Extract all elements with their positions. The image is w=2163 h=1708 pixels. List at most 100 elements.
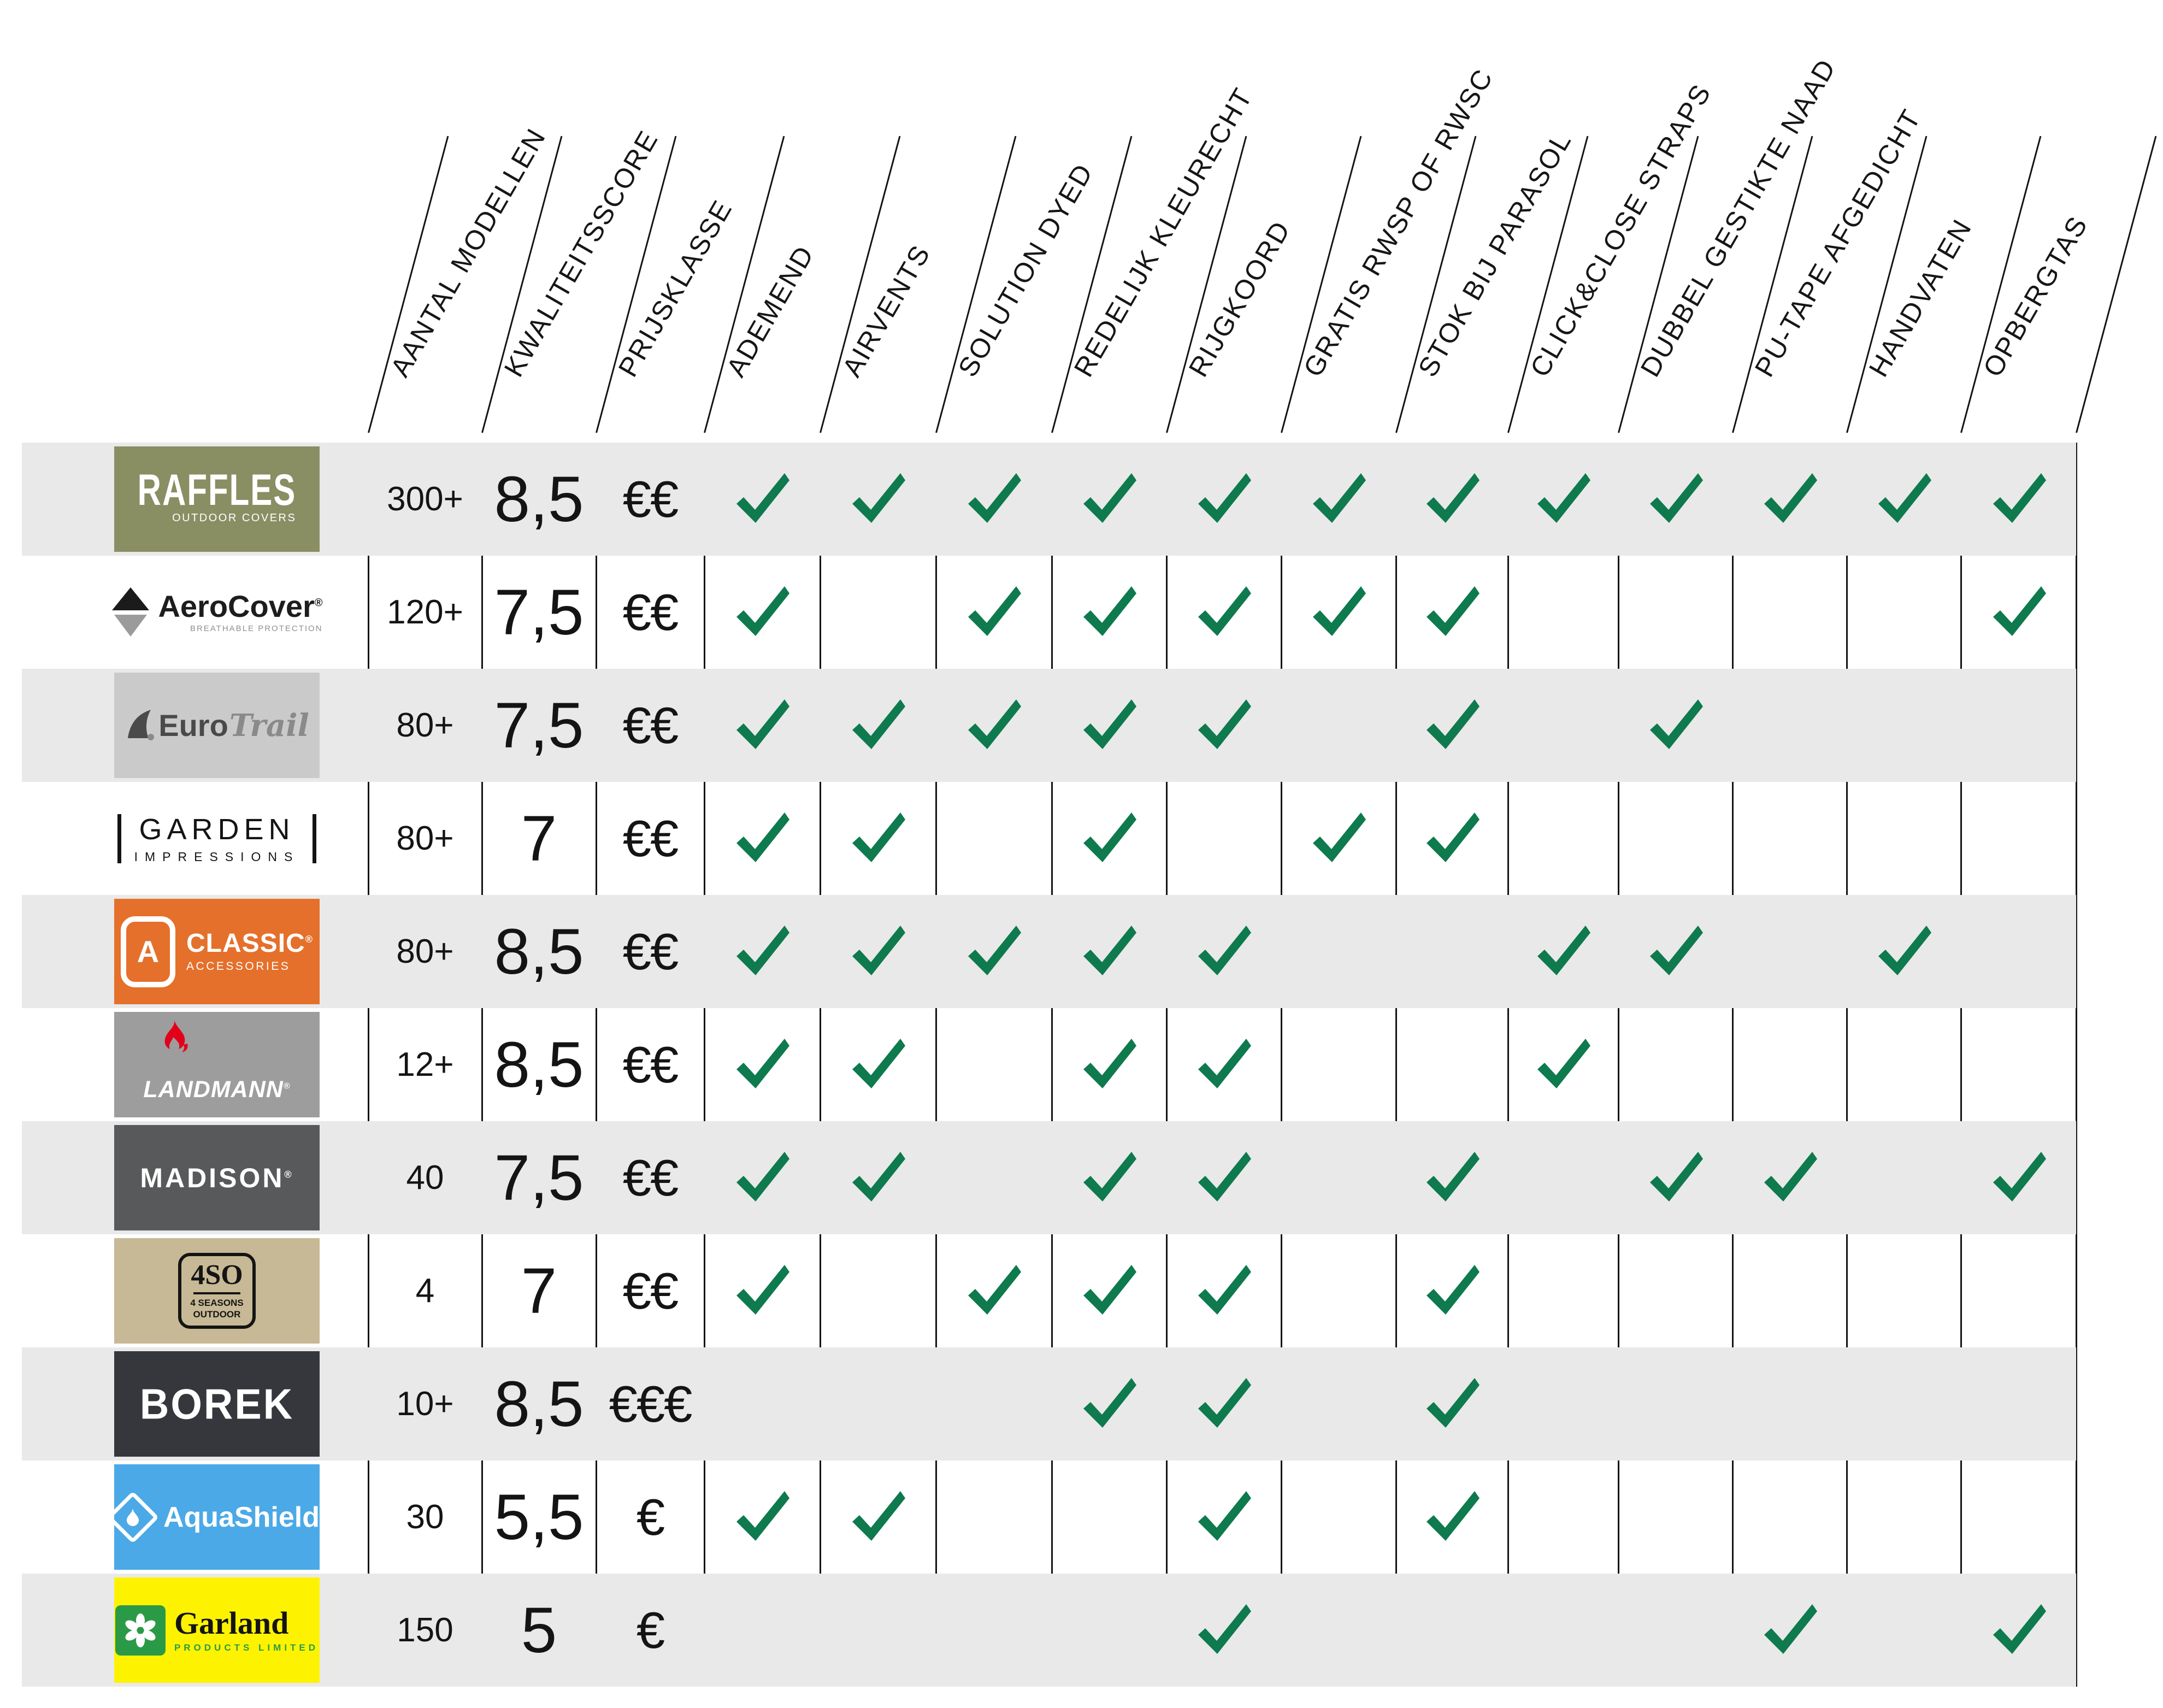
check-icon: [1198, 1491, 1251, 1541]
brand-logo: RAFFLES OUTDOOR COVERS: [114, 446, 320, 552]
feature-check-dubbel-gestikte-naad: [1645, 468, 1706, 529]
check-icon: [1993, 586, 2046, 636]
check-icon: [1649, 925, 1703, 975]
classic-emblem-icon: A: [121, 916, 176, 987]
brand-tagline: ACCESSORIES: [186, 959, 291, 973]
check-icon: [852, 812, 905, 862]
fso-emblem: 4SO 4 SEASONS OUTDOOR: [178, 1252, 256, 1329]
prijsklasse-value: €€: [622, 583, 679, 641]
column-divider-line: [935, 443, 937, 1687]
kwaliteitsscore-value: 7,5: [494, 576, 584, 649]
check-icon: [968, 586, 1021, 636]
column-header-opbergtas: OPBERGTAS: [1977, 210, 2094, 382]
check-icon: [1198, 586, 1251, 636]
prijsklasse-value: €€: [622, 809, 679, 867]
feature-check-airvents: [847, 920, 909, 981]
check-icon: [736, 699, 789, 749]
aantal-modellen-value: 80+: [396, 820, 454, 857]
feature-check-redelijk-kleurecht: [1078, 1146, 1140, 1208]
brand-logo: 4SO 4 SEASONS OUTDOOR: [114, 1238, 320, 1344]
check-icon: [1426, 1491, 1480, 1541]
feature-check-click-close-straps: [1533, 468, 1594, 529]
aantal-modellen-value: 80+: [396, 706, 454, 744]
brand-logo: LANDMANN®: [114, 1012, 320, 1117]
sail-icon: [128, 709, 155, 740]
check-icon: [1083, 1377, 1136, 1428]
check-icon: [1426, 473, 1480, 523]
check-icon: [1313, 473, 1366, 523]
feature-check-ademend: [732, 1146, 793, 1208]
check-icon: [1313, 812, 1366, 862]
feature-check-stok-bij-parasol: [1422, 807, 1483, 868]
column-divider-line: [1960, 443, 1962, 1687]
brand-name: AquaShield: [163, 1501, 320, 1533]
madison-logo: MADISON®: [114, 1125, 320, 1230]
check-icon: [736, 1038, 789, 1088]
feature-check-redelijk-kleurecht: [1078, 920, 1140, 981]
aquashield-logo: AquaShield: [106, 1464, 320, 1570]
kwaliteitsscore-value: 7,5: [494, 689, 584, 762]
check-icon: [736, 812, 789, 862]
column-divider-line: [1507, 443, 1509, 1687]
check-icon: [1198, 1604, 1251, 1654]
column-divider-line: [1051, 443, 1053, 1687]
check-icon: [1198, 1038, 1251, 1088]
column-divider-line: [481, 443, 483, 1687]
check-icon: [852, 1038, 905, 1088]
feature-check-click-close-straps: [1533, 1033, 1594, 1094]
borek-logo: BOREK: [114, 1351, 320, 1457]
brand-name: GARDEN: [139, 813, 295, 846]
check-icon: [1083, 1151, 1136, 1202]
brand-logo: Euro Trail: [114, 673, 320, 778]
brand-tagline: PRODUCTS LIMITED: [174, 1642, 319, 1653]
brand-tagline-1: 4 SEASONS: [190, 1298, 244, 1309]
eurotrail-logo: Euro Trail: [114, 673, 320, 778]
feature-check-redelijk-kleurecht: [1078, 807, 1140, 868]
brand-name: LANDMANN®: [143, 1076, 291, 1103]
check-icon: [852, 925, 905, 975]
feature-check-solution-dyed: [963, 920, 1024, 981]
right-bar: [313, 814, 317, 863]
feature-check-gratis-rwsp-of-rwsc: [1308, 581, 1369, 642]
kwaliteitsscore-value: 8,5: [494, 463, 584, 535]
feature-check-opbergtas: [1988, 1599, 2049, 1660]
column-divider-line: [596, 443, 597, 1687]
diamond-drop-icon: [106, 1491, 160, 1544]
check-icon: [1537, 473, 1590, 523]
divider: [193, 1292, 240, 1295]
aantal-modellen-value: 12+: [396, 1046, 454, 1083]
column-header-handvaten: HANDVATEN: [1863, 213, 1978, 382]
column-header-rijgkoord: RIJGKOORD: [1182, 215, 1297, 382]
feature-check-ademend: [732, 468, 793, 529]
brand-logo: GARDEN IMPRESSIONS: [114, 786, 320, 891]
feature-check-pu-tape-afgedicht: [1759, 1599, 1820, 1660]
feature-check-rijgkoord: [1193, 1486, 1254, 1547]
check-icon: [852, 1151, 905, 1202]
feature-check-stok-bij-parasol: [1422, 581, 1483, 642]
brand-logo: AeroCover® BREATHABLE PROTECTION: [112, 559, 323, 665]
check-icon: [1993, 1151, 2046, 1202]
brand-tagline-2: OUTDOOR: [193, 1309, 241, 1320]
feature-check-solution-dyed: [963, 468, 1024, 529]
brand-logo: A CLASSIC® ACCESSORIES: [114, 899, 320, 1004]
aantal-modellen-value: 150: [397, 1611, 453, 1649]
feature-check-airvents: [847, 1486, 909, 1547]
feature-check-dubbel-gestikte-naad: [1645, 1146, 1706, 1208]
brand-tagline: IMPRESSIONS: [134, 850, 300, 864]
check-icon: [736, 473, 789, 523]
left-bar: [117, 814, 121, 863]
feature-check-rijgkoord: [1193, 1259, 1254, 1321]
feature-check-rijgkoord: [1193, 1599, 1254, 1660]
feature-check-stok-bij-parasol: [1422, 1146, 1483, 1208]
brand-name: BOREK: [139, 1380, 294, 1428]
check-icon: [1878, 925, 1931, 975]
flame-icon: [164, 1020, 188, 1052]
table-row-madison: MADISON® 40 7,5 €€: [22, 1121, 2076, 1234]
check-icon: [736, 1264, 789, 1315]
column-divider-line: [368, 443, 369, 1687]
check-icon: [1426, 586, 1480, 636]
prijsklasse-value: €: [636, 1601, 665, 1659]
check-icon: [1313, 586, 1366, 636]
feature-check-ademend: [732, 807, 793, 868]
kwaliteitsscore-value: 7: [521, 802, 557, 875]
